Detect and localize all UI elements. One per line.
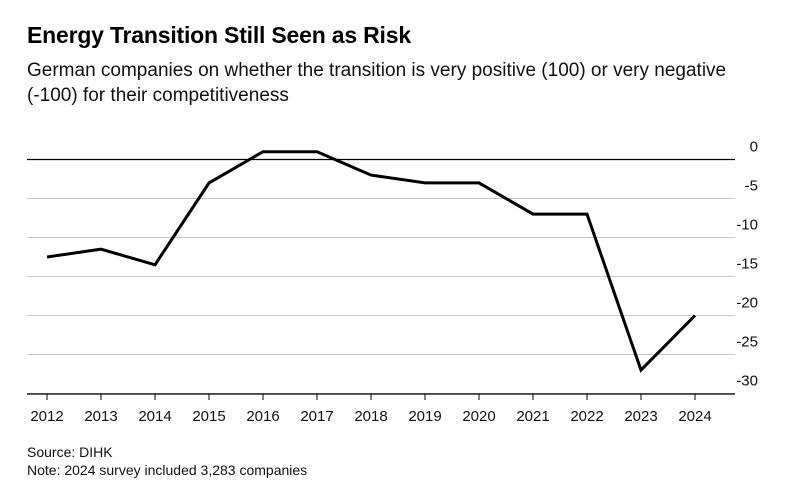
x-tick-label: 2013 [84, 408, 117, 425]
series-line [46, 150, 697, 373]
y-tick-label: -30 [736, 373, 758, 390]
y-tick-label: 0 [750, 139, 758, 156]
x-tick-label: 2014 [138, 408, 171, 425]
chart-title: Energy Transition Still Seen as Risk [27, 22, 411, 48]
y-tick-label: -25 [736, 334, 758, 351]
x-tick-label: 2022 [570, 408, 603, 425]
footnote: Note: 2024 survey included 3,283 compani… [27, 462, 308, 478]
line-chart: 0-5-10-15-20-25-30 2012 2013 2014 2015 2016 2… [27, 139, 758, 425]
x-tick-label: 2018 [354, 408, 387, 425]
chart-subtitle: German companies on whether the transiti… [27, 60, 727, 106]
y-tick-label: -15 [736, 256, 758, 273]
x-tick-label: 2021 [516, 408, 549, 425]
x-tick-label: 2024 [678, 408, 711, 425]
x-tick-label: 2019 [408, 408, 441, 425]
y-axis-labels: 0 -5 -10 -15 -20 -25 -30 [736, 139, 758, 390]
gridlines [27, 158, 735, 394]
x-tick-label: 2020 [462, 408, 495, 425]
source-note: Source: DIHK [27, 444, 113, 460]
x-tick-label: 2023 [624, 408, 657, 425]
series-group [46, 150, 697, 373]
x-axis: 2012 2013 2014 2015 2016 2017 2018 2019 2020 2021… [27, 393, 735, 425]
y-tick-label: -20 [736, 295, 758, 312]
y-tick-label: -10 [736, 217, 758, 234]
x-tick-label: 2017 [300, 408, 333, 425]
x-tick-label: 2012 [30, 408, 63, 425]
y-tick-label: -5 [745, 178, 758, 195]
x-tick-label: 2016 [246, 408, 279, 425]
x-tick-label: 2015 [192, 408, 225, 425]
